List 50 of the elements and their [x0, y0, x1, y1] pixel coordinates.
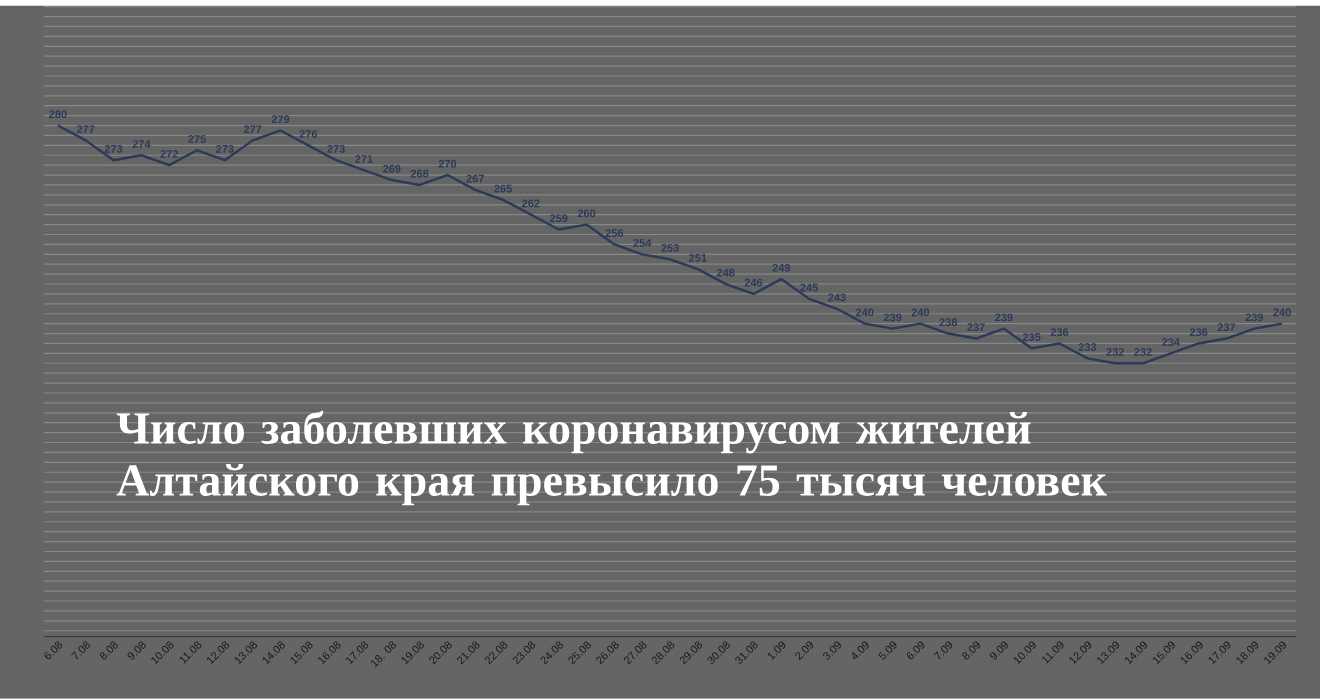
data-label: 270: [438, 160, 457, 168]
data-label: 246: [744, 278, 763, 287]
data-label: 236: [1050, 328, 1069, 337]
data-label: 268: [410, 169, 429, 178]
data-label: 259: [549, 214, 568, 223]
data-label: 236: [1189, 328, 1208, 337]
data-label: 254: [633, 239, 652, 248]
data-label: 256: [605, 229, 624, 238]
data-label: 277: [243, 125, 262, 134]
data-label: 232: [1134, 348, 1152, 357]
data-label: 240: [1273, 308, 1291, 317]
data-label: 245: [800, 283, 818, 292]
data-label: 251: [689, 254, 707, 262]
data-label: 235: [1022, 333, 1041, 342]
x-tick-label: 7.09: [933, 641, 953, 660]
x-tick-label: 18. 08: [371, 641, 397, 668]
data-label: 249: [772, 264, 791, 272]
data-label: 262: [522, 199, 540, 208]
data-label: 276: [299, 130, 318, 139]
data-label: 239: [1245, 313, 1264, 322]
data-label: 265: [494, 184, 512, 193]
data-label: 275: [188, 135, 206, 144]
data-label: 273: [216, 145, 234, 153]
data-label: 237: [1217, 323, 1236, 332]
data-label: 237: [967, 323, 985, 332]
data-label: 277: [76, 125, 95, 134]
data-label: 239: [995, 313, 1013, 322]
data-label: 239: [883, 313, 902, 322]
data-label: 248: [716, 268, 735, 277]
data-label: 240: [911, 308, 930, 317]
data-label: 240: [855, 308, 874, 317]
data-label: 273: [327, 145, 345, 153]
x-tick-label: 4.09: [852, 641, 869, 660]
data-label: 272: [160, 150, 178, 158]
data-label: 238: [939, 318, 958, 327]
data-label: 233: [1078, 343, 1097, 352]
data-label: 280: [49, 110, 67, 119]
data-label: 279: [271, 115, 290, 124]
data-label: 269: [382, 164, 401, 173]
data-label: 260: [577, 209, 596, 218]
data-label: 253: [661, 244, 679, 253]
x-tick-label: 7.08: [71, 641, 91, 660]
data-label: 234: [1162, 338, 1180, 347]
data-label: 232: [1106, 348, 1124, 357]
text: Число заболевших коронавирусом жителей Алтайского края превысило 75 тысяч человек: [116, 410, 1108, 506]
data-label: 271: [355, 155, 373, 163]
data-label: 274: [132, 140, 151, 149]
data-label: 243: [828, 293, 846, 302]
data-label: 267: [466, 174, 484, 183]
data-label: 273: [104, 145, 123, 153]
